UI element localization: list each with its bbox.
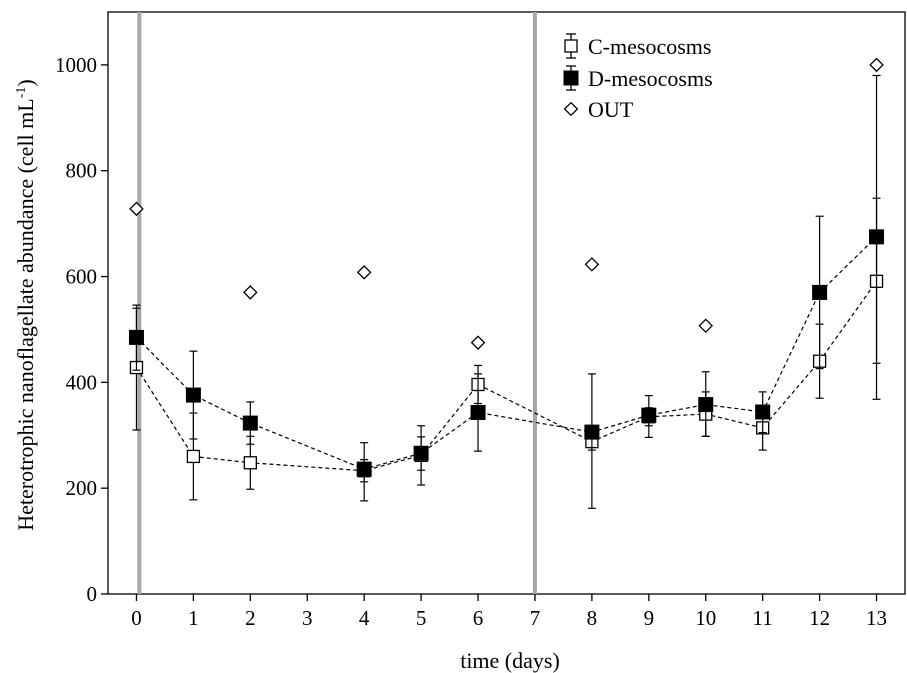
x-tick-label: 3: [302, 606, 313, 630]
point-d-mesocosms: [128, 329, 144, 345]
point-d-mesocosms: [413, 445, 429, 461]
y-tick-label: 800: [66, 159, 98, 183]
y-axis-title-close: ): [13, 79, 38, 86]
legend-out-marker: [563, 101, 579, 117]
x-tick-label: 13: [866, 606, 887, 630]
x-tick-label: 2: [245, 606, 256, 630]
x-tick-label: 5: [416, 606, 427, 630]
y-axis-title-unit-exponent: -1: [14, 87, 29, 99]
point-out: [129, 201, 144, 217]
x-tick-label: 8: [587, 606, 598, 630]
point-d-mesocosms: [242, 415, 258, 431]
x-axis-ticks: 0 1 2 3 4 5 6 7 8 9 10 11 12 13: [131, 594, 887, 630]
y-axis-title: Heterotrophic nanoflagellate abundance (…: [13, 79, 38, 530]
point-d-mesocosms: [869, 229, 885, 245]
point-d-mesocosms: [356, 461, 372, 477]
legend-item-c-mesocosms: C-mesocosms: [564, 33, 711, 59]
legend-d-label: D-mesocosms: [588, 66, 713, 91]
legend-item-out: OUT: [563, 97, 634, 122]
legend-c-marker: [564, 39, 578, 53]
point-out: [584, 257, 600, 272]
series-line-c-mesocosms: [135, 280, 878, 472]
point-d-mesocosms: [185, 387, 201, 403]
point-out: [869, 57, 884, 73]
x-tick-label: 11: [753, 606, 773, 630]
legend-d-marker: [563, 70, 579, 86]
point-d-mesocosms: [470, 405, 486, 421]
point-c-mesocosms: [186, 449, 201, 464]
y-tick-label: 200: [66, 476, 98, 500]
point-d-mesocosms: [755, 404, 771, 420]
plot-frame: [107, 11, 906, 595]
point-out: [470, 335, 486, 350]
legend-c-label: C-mesocosms: [588, 34, 711, 59]
point-d-mesocosms: [641, 407, 657, 423]
x-tick-label: 1: [188, 606, 199, 630]
x-tick-label: 10: [695, 606, 716, 630]
series-layer: [128, 57, 885, 509]
series-d-mesocosms: [128, 197, 885, 509]
y-tick-label: 600: [66, 265, 98, 289]
legend-out-label: OUT: [588, 97, 634, 122]
x-tick-label: 6: [473, 606, 484, 630]
point-out: [356, 265, 372, 280]
y-axis-ticks: 0 200 400 600 800 1000: [55, 53, 108, 606]
x-tick-label: 4: [359, 606, 370, 630]
point-out: [243, 285, 258, 300]
series-line-d-mesocosms: [136, 236, 877, 470]
y-axis-title-main: Heterotrophic nanoflagellate abundance (…: [13, 98, 38, 530]
y-tick-label: 400: [66, 370, 98, 394]
x-tick-label: 7: [530, 606, 541, 630]
series-out: [129, 57, 884, 350]
series-c-mesocosms: [129, 74, 884, 501]
x-tick-label: 9: [644, 606, 655, 630]
x-axis-title: time (days): [460, 648, 560, 673]
point-c-mesocosms: [243, 456, 257, 470]
point-d-mesocosms: [812, 284, 828, 300]
reference-lines: [137, 12, 537, 594]
point-d-mesocosms: [584, 424, 600, 440]
legend-item-d-mesocosms: D-mesocosms: [563, 65, 713, 91]
x-tick-label: 12: [809, 606, 830, 630]
point-d-mesocosms: [698, 397, 714, 413]
y-tick-label: 0: [87, 582, 98, 606]
x-tick-label: 0: [131, 606, 142, 630]
legend: C-mesocosms D-mesocosms OUT: [563, 33, 713, 122]
y-tick-label: 1000: [55, 53, 97, 77]
point-out: [698, 318, 714, 334]
